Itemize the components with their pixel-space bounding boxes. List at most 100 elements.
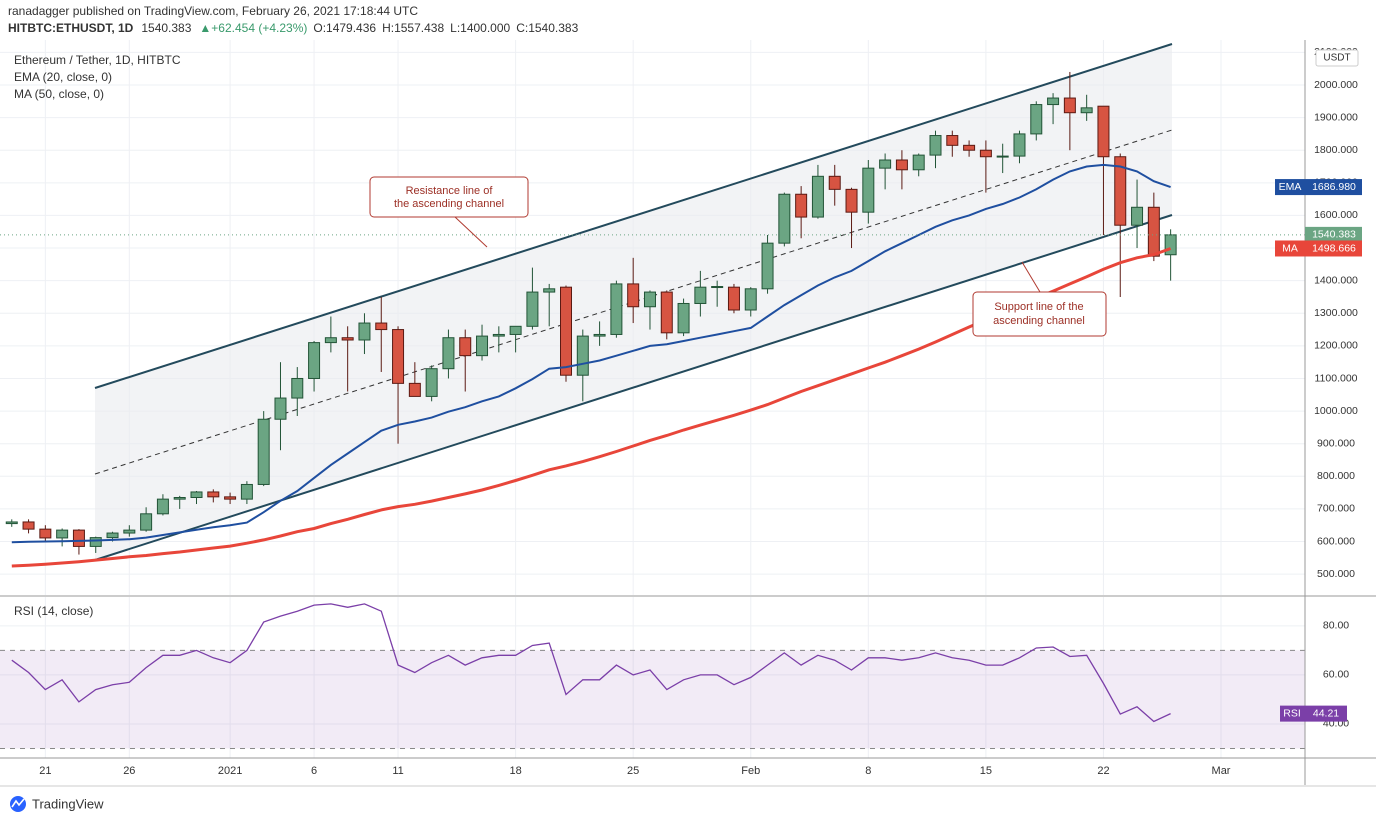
candle-body <box>257 418 270 485</box>
low: L:1400.000 <box>450 21 510 35</box>
candle-body <box>56 529 69 539</box>
candle-body <box>560 286 573 376</box>
candle-body <box>408 382 421 397</box>
y-tick-label: 500.000 <box>1317 568 1355 580</box>
x-tick-label: 8 <box>865 765 871 777</box>
candle-body <box>660 291 673 334</box>
candle-body <box>996 155 1009 158</box>
candle-body <box>1030 104 1043 135</box>
candle-body <box>744 288 757 311</box>
candle-body <box>845 188 858 213</box>
candle-body <box>375 322 388 331</box>
annotation-box <box>369 176 529 218</box>
logo-glyph <box>11 798 25 808</box>
candle-body <box>509 325 522 335</box>
y-tick-label: 1600.000 <box>1314 209 1358 221</box>
candle-body <box>1097 105 1110 158</box>
candle-body <box>1080 107 1093 114</box>
currency: USDT <box>1323 53 1350 64</box>
resistance-line <box>94 43 1173 389</box>
chart-title: Ethereum / Tether, 1D, HITBTC <box>14 53 181 67</box>
brand: TradingView <box>32 796 104 811</box>
series-tag <box>1275 240 1305 257</box>
rsi-title: RSI (14, close) <box>14 604 93 618</box>
series-tag-label: EMA <box>1279 181 1302 193</box>
candle-body <box>459 337 472 357</box>
y-tick-label: 80.00 <box>1323 620 1349 632</box>
candle-body <box>576 335 589 376</box>
candle-body <box>862 167 875 213</box>
x-tick-label: 18 <box>509 765 521 777</box>
candle-body <box>358 322 371 341</box>
candle-body <box>207 491 220 498</box>
candle-body <box>89 537 102 547</box>
series-tag <box>1280 705 1305 722</box>
candle-body <box>106 532 119 539</box>
candle-body <box>274 397 287 420</box>
annotation-pointer <box>1021 261 1041 293</box>
candle-body <box>1047 97 1060 106</box>
change: ▲+62.454 (+4.23%) <box>199 21 307 35</box>
series-tag-label: MA <box>1282 242 1298 254</box>
y-tick-label: 1300.000 <box>1314 307 1358 319</box>
candle-body <box>526 291 539 327</box>
candle-body <box>442 337 455 370</box>
candle-body <box>341 337 354 341</box>
x-tick-label: 6 <box>311 765 317 777</box>
candle-body <box>610 283 623 335</box>
candle-body <box>711 286 724 289</box>
annotation-text: Support line of the <box>994 301 1083 313</box>
candle-body <box>1063 97 1076 114</box>
candle-body <box>1147 206 1160 257</box>
candle-body <box>123 529 136 534</box>
candle-body <box>324 337 337 344</box>
high: H:1557.438 <box>382 21 444 35</box>
value-badge-label: 1498.666 <box>1312 242 1356 254</box>
series-tag-label: RSI <box>1283 707 1301 719</box>
support-line <box>94 214 1173 561</box>
candle-body <box>677 302 690 334</box>
candle-body <box>694 286 707 304</box>
candle-body <box>476 335 489 357</box>
annotation-text: ascending channel <box>993 315 1085 327</box>
candle-body <box>946 135 959 146</box>
candle-body <box>761 242 774 290</box>
x-tick-label: Feb <box>741 765 760 777</box>
candle-body <box>240 483 253 500</box>
x-tick-label: 2021 <box>218 765 242 777</box>
candle-body <box>291 377 304 399</box>
candle-body <box>5 521 18 525</box>
candle-body <box>593 333 606 337</box>
y-tick-label: 1000.000 <box>1314 405 1358 417</box>
candle-body <box>963 144 976 151</box>
publisher: ranadagger published on TradingView.com,… <box>8 4 418 18</box>
x-tick-label: 15 <box>980 765 992 777</box>
candle-body <box>72 529 85 547</box>
candle-body <box>190 491 203 498</box>
candle-body <box>811 175 824 218</box>
y-tick-label: 1100.000 <box>1314 372 1357 384</box>
x-tick-label: 22 <box>1097 765 1109 777</box>
candle-body <box>979 149 992 158</box>
candle-body <box>492 333 505 337</box>
candle-body <box>392 329 405 384</box>
y-tick-label: 700.000 <box>1317 503 1355 515</box>
y-tick-label: 1900.000 <box>1314 111 1358 123</box>
candle-body <box>1164 234 1177 256</box>
candle-body <box>778 193 791 244</box>
value-badge <box>1305 240 1362 257</box>
annotation-text: the ascending channel <box>394 198 504 210</box>
open: O:1479.436 <box>313 21 376 35</box>
candle-body <box>140 513 153 531</box>
value-badge <box>1305 179 1362 196</box>
candle-body <box>543 288 556 293</box>
candle-body <box>156 498 169 515</box>
candle-body <box>912 154 925 171</box>
legend-entry: EMA (20, close, 0) <box>14 70 112 84</box>
candle-body <box>929 135 942 156</box>
candle-body <box>879 159 892 169</box>
candle-body <box>1131 206 1144 226</box>
close: C:1540.383 <box>516 21 578 35</box>
price: 1540.383 <box>141 21 191 35</box>
y-tick-label: 60.00 <box>1323 669 1349 681</box>
